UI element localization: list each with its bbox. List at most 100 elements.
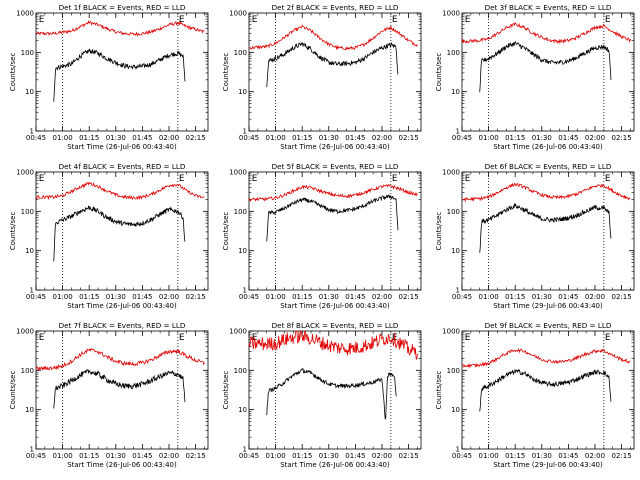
y-tick-label: 10: [451, 88, 460, 96]
x-tick-label: 02:00: [372, 293, 392, 301]
x-tick-label: 01:15: [292, 452, 312, 460]
x-tick-label: 02:15: [398, 134, 418, 142]
x-axis-label: Start Time (26-Jul-06 00:43:40): [280, 302, 390, 310]
y-axis-label: Counts/sec: [9, 371, 17, 410]
x-tick-label: 01:45: [345, 452, 365, 460]
x-tick-label: 01:30: [532, 134, 552, 142]
x-tick-label: 00:45: [239, 452, 259, 460]
y-tick-label: 1000: [229, 10, 247, 18]
events-series-line: [266, 368, 397, 421]
event-marker-label: E: [392, 174, 398, 184]
lld-series-line: [461, 348, 631, 369]
lld-series-line: [461, 22, 631, 45]
y-tick-label: 100: [234, 49, 247, 57]
y-tick-label: 10: [25, 88, 34, 96]
y-tick-label: 1000: [229, 169, 247, 177]
y-tick-label: 100: [21, 49, 34, 57]
x-tick-label: 00:45: [26, 134, 46, 142]
y-tick-label: 100: [447, 49, 460, 57]
x-tick-label: 01:45: [132, 293, 152, 301]
chart-panel-det-3: Det 3f BLACK = Events, RED = LLD E E 1 10 100…: [435, 3, 635, 151]
x-tick-label: 01:00: [266, 452, 286, 460]
chart-title: Det 5f BLACK = Events, RED = LLD: [272, 162, 399, 171]
x-tick-label: 02:15: [611, 452, 631, 460]
event-marker-label: E: [465, 15, 471, 25]
chart-panel-det-1: Det 1f BLACK = Events, RED = LLD E E 1 10 100…: [9, 3, 209, 151]
y-axis-label: Counts/sec: [222, 371, 230, 410]
event-marker-label: E: [465, 333, 471, 343]
y-axis-label: Counts/sec: [222, 53, 230, 92]
plot-frame: [35, 12, 209, 132]
y-tick-label: 10: [238, 406, 247, 414]
event-marker-label: E: [465, 174, 471, 184]
x-tick-label: 01:15: [292, 293, 312, 301]
x-tick-label: 02:15: [611, 293, 631, 301]
x-tick-label: 02:00: [159, 293, 179, 301]
y-tick-label: 1: [456, 128, 460, 136]
chart-title: Det 9f BLACK = Events, RED = LLD: [485, 321, 612, 330]
x-tick-label: 00:45: [452, 293, 472, 301]
y-tick-label: 1: [243, 287, 247, 295]
x-tick-label: 01:45: [558, 134, 578, 142]
event-marker-label: E: [179, 333, 185, 343]
lld-series-line: [35, 181, 205, 201]
plot-frame: [461, 171, 635, 291]
event-marker-label: E: [392, 15, 398, 25]
y-axis-label: Counts/sec: [9, 212, 17, 251]
x-tick-label: 01:30: [532, 293, 552, 301]
y-tick-label: 100: [234, 367, 247, 375]
x-tick-label: 01:00: [479, 134, 499, 142]
x-tick-label: 01:15: [505, 134, 525, 142]
y-axis-label: Counts/sec: [222, 212, 230, 251]
chart-title: Det 3f BLACK = Events, RED = LLD: [485, 3, 612, 12]
x-tick-label: 01:30: [319, 452, 339, 460]
x-tick-label: 01:00: [266, 293, 286, 301]
x-tick-label: 02:00: [372, 134, 392, 142]
chart-panel-det-9: Det 9f BLACK = Events, RED = LLD E E 1 10 100…: [435, 321, 635, 469]
y-axis-label: Counts/sec: [435, 53, 443, 92]
x-tick-label: 02:00: [159, 452, 179, 460]
event-marker-label: E: [252, 15, 258, 25]
x-tick-label: 01:45: [132, 134, 152, 142]
x-tick-label: 01:30: [106, 293, 126, 301]
y-tick-label: 10: [451, 247, 460, 255]
chart-panel-det-6: Det 6f BLACK = Events, RED = LLD E E 1 10 100…: [435, 162, 635, 310]
y-tick-label: 1000: [442, 10, 460, 18]
x-tick-label: 00:45: [26, 452, 46, 460]
y-axis-label: Counts/sec: [435, 371, 443, 410]
x-tick-label: 01:45: [558, 293, 578, 301]
x-tick-label: 01:45: [345, 134, 365, 142]
y-tick-label: 1: [243, 446, 247, 454]
event-marker-label: E: [252, 174, 258, 184]
plot-frame: [248, 330, 422, 450]
chart-title: Det 4f BLACK = Events, RED = LLD: [59, 162, 186, 171]
x-axis-label: Start Time (26-Jul-06 00:43:40): [67, 461, 177, 469]
chart-title: Det 2f BLACK = Events, RED = LLD: [272, 3, 399, 12]
chart-title: Det 7f BLACK = Events, RED = LLD: [59, 321, 186, 330]
chart-title: Det 6f BLACK = Events, RED = LLD: [485, 162, 612, 171]
x-tick-label: 01:15: [505, 452, 525, 460]
x-tick-label: 00:45: [452, 452, 472, 460]
events-series-line: [479, 40, 612, 93]
x-tick-label: 02:00: [585, 293, 605, 301]
y-tick-label: 10: [238, 247, 247, 255]
x-tick-label: 02:15: [185, 134, 205, 142]
plot-frame: [35, 330, 209, 450]
y-tick-label: 1000: [442, 328, 460, 336]
y-tick-label: 10: [25, 406, 34, 414]
events-series-line: [53, 48, 186, 102]
y-axis-label: Counts/sec: [9, 53, 17, 92]
x-tick-label: 01:30: [532, 452, 552, 460]
x-tick-label: 00:45: [452, 134, 472, 142]
event-marker-label: E: [179, 15, 185, 25]
events-series-line: [53, 205, 186, 262]
x-tick-label: 01:00: [53, 134, 73, 142]
x-tick-label: 01:15: [79, 293, 99, 301]
x-tick-label: 01:30: [106, 452, 126, 460]
lld-series-line: [35, 348, 205, 371]
events-series-line: [53, 368, 186, 409]
x-axis-label: Start Time (29-Jul-06 00:43:40): [493, 302, 603, 310]
y-tick-label: 1: [456, 287, 460, 295]
